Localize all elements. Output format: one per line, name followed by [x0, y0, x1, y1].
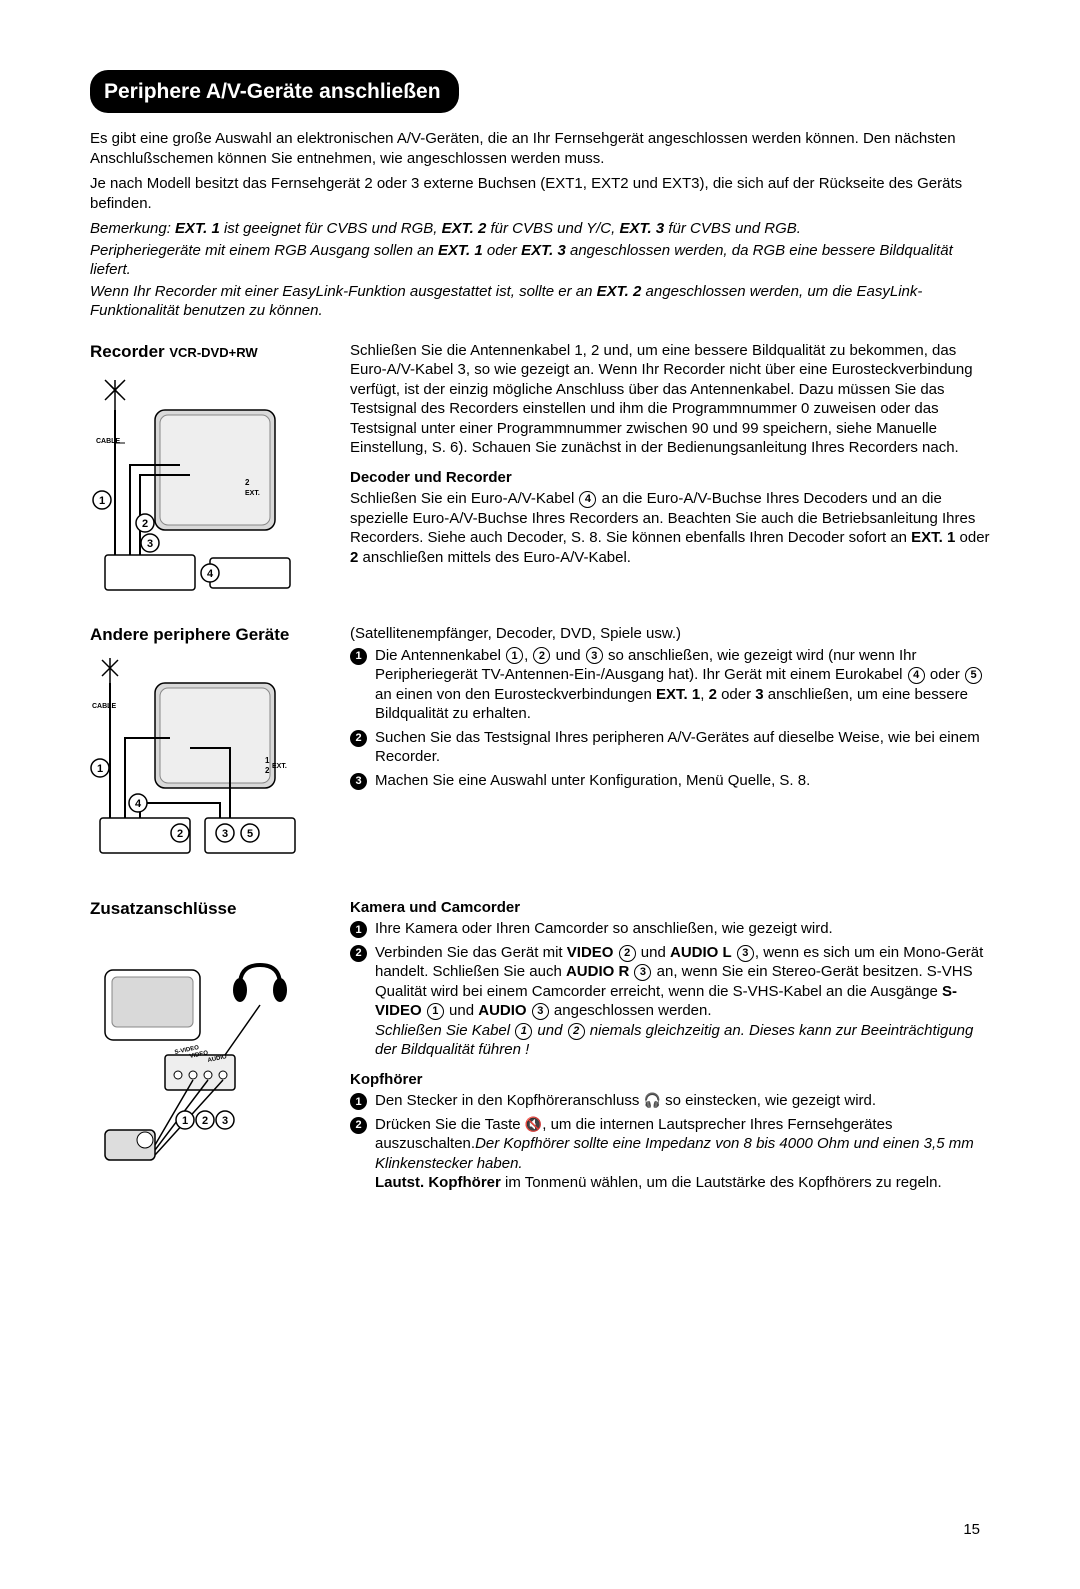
- mute-icon: [525, 1116, 542, 1133]
- bullet-2b: 2: [350, 945, 367, 962]
- bullet-1b: 1: [350, 921, 367, 938]
- intro-p1: Es gibt eine große Auswahl an elektronis…: [90, 129, 990, 168]
- svg-text:EXT.: EXT.: [245, 490, 260, 497]
- recorder-sub1: Decoder und Recorder: [350, 468, 990, 488]
- svg-text:2: 2: [245, 478, 250, 487]
- bullet-1: 1: [350, 648, 367, 665]
- kh-item1: 1 Den Stecker in den Kopfhöreranschluss …: [350, 1091, 990, 1111]
- recorder-section: Recorder VCR-DVD+RW CABLE 1 2: [90, 341, 990, 611]
- svg-text:3: 3: [147, 538, 153, 550]
- bullet-1c: 1: [350, 1093, 367, 1110]
- svg-text:CABLE: CABLE: [96, 438, 120, 445]
- svg-text:2: 2: [177, 828, 183, 840]
- kh-item2: 2 Drücken Sie die Taste , um die interne…: [350, 1115, 990, 1193]
- zusatz-title: Zusatzanschlüsse: [90, 898, 340, 920]
- recorder-p1: Schließen Sie die Antennenkabel 1, 2 und…: [350, 341, 990, 458]
- other-item1: 1 Die Antennenkabel 1, 2 und 3 so anschl…: [350, 646, 990, 724]
- intro-note1: Bemerkung: EXT. 1 ist geeignet für CVBS …: [90, 219, 990, 239]
- headphone-icon: [643, 1092, 660, 1109]
- other-diagram: CABLE 1 4 2 3 5 1 2 EXT.: [90, 658, 300, 874]
- other-section: Andere periphere Geräte CABLE 1 4 2 3 5 …: [90, 624, 990, 874]
- zusatz-section: Zusatzanschlüsse S-VIDEO VIDEO AUDIO 1: [90, 898, 990, 1197]
- svg-text:4: 4: [207, 568, 214, 580]
- intro-block: Es gibt eine große Auswahl an elektronis…: [90, 129, 990, 321]
- svg-text:2: 2: [202, 1115, 208, 1127]
- svg-text:1: 1: [99, 495, 105, 507]
- page-number: 15: [963, 1520, 980, 1540]
- other-item3: 3 Machen Sie eine Auswahl unter Konfigur…: [350, 771, 990, 791]
- svg-text:4: 4: [135, 798, 142, 810]
- bullet-3: 3: [350, 773, 367, 790]
- recorder-title: Recorder VCR-DVD+RW: [90, 341, 340, 363]
- svg-text:1: 1: [182, 1115, 188, 1127]
- svg-text:3: 3: [222, 1115, 228, 1127]
- other-subtitle: (Satellitenempfänger, Decoder, DVD, Spie…: [350, 624, 990, 644]
- bullet-2c: 2: [350, 1117, 367, 1134]
- other-item2: 2 Suchen Sie das Testsignal Ihres periph…: [350, 728, 990, 767]
- svg-text:2: 2: [265, 766, 270, 775]
- zusatz-diagram: S-VIDEO VIDEO AUDIO 1 2 3: [90, 960, 300, 1186]
- zusatz-item2: 2 Verbinden Sie das Gerät mit VIDEO 2 un…: [350, 943, 990, 1060]
- svg-text:1: 1: [265, 756, 270, 765]
- recorder-p2: Schließen Sie ein Euro-A/V-Kabel 4 an di…: [350, 489, 990, 567]
- intro-p2: Je nach Modell besitzt das Fernsehgerät …: [90, 174, 990, 213]
- svg-text:2: 2: [142, 518, 148, 530]
- intro-note2: Peripheriegeräte mit einem RGB Ausgang s…: [90, 241, 990, 280]
- svg-text:3: 3: [222, 828, 228, 840]
- zusatz-sub2: Kopfhörer: [350, 1070, 990, 1090]
- zusatz-sub1: Kamera und Camcorder: [350, 898, 990, 918]
- recorder-diagram: CABLE 1 2 3 4 2 EXT.: [90, 375, 300, 611]
- bullet-2: 2: [350, 730, 367, 747]
- intro-note3: Wenn Ihr Recorder mit einer EasyLink-Fun…: [90, 282, 990, 321]
- svg-text:CABLE: CABLE: [92, 703, 116, 710]
- other-title: Andere periphere Geräte: [90, 624, 340, 646]
- svg-text:EXT.: EXT.: [272, 763, 287, 770]
- zusatz-item1: 1 Ihre Kamera oder Ihren Camcorder so an…: [350, 919, 990, 939]
- svg-text:1: 1: [97, 763, 103, 775]
- svg-text:5: 5: [247, 828, 253, 840]
- section-header: Periphere A/V-Geräte anschließen: [90, 70, 459, 113]
